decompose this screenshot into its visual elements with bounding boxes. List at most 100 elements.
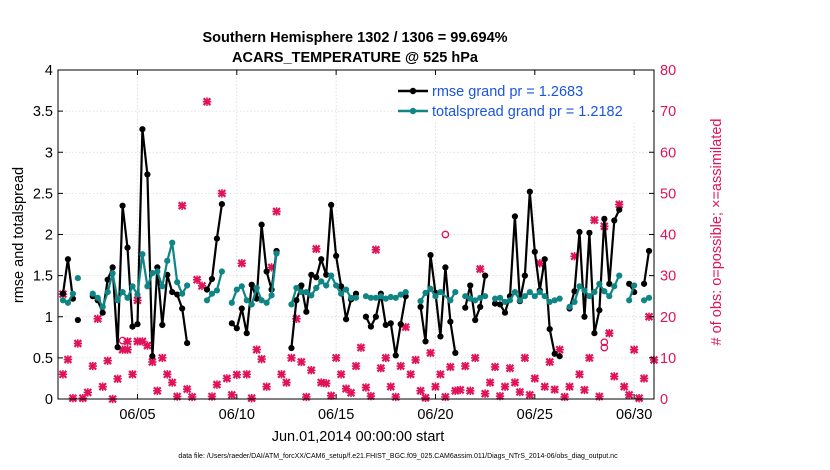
totalspread-point xyxy=(74,274,81,282)
assimilated-obs-marker xyxy=(158,353,167,363)
assimilated-obs-marker xyxy=(93,314,102,324)
rmse-point xyxy=(203,286,211,293)
totalspread-point xyxy=(551,297,558,304)
totalspread-point xyxy=(626,297,633,304)
assimilated-obs-marker xyxy=(466,386,475,395)
totalspread-point xyxy=(472,297,479,304)
totalspread-point xyxy=(342,286,350,293)
rmse-point xyxy=(179,305,186,312)
totalspread-point xyxy=(328,272,335,279)
totalspread-point xyxy=(169,239,176,246)
assimilated-obs-marker xyxy=(63,355,73,364)
x-tick-label: 06/05 xyxy=(119,407,155,423)
assimilated-obs-marker xyxy=(247,393,256,403)
rmse-point xyxy=(511,213,519,220)
totalspread-point xyxy=(367,294,374,301)
totalspread-point xyxy=(268,292,275,299)
totalspread-point xyxy=(208,290,216,297)
possible-obs-marker xyxy=(441,230,450,239)
totalspread-point xyxy=(263,299,270,306)
rmse-point xyxy=(362,313,370,320)
rmse-point xyxy=(213,235,221,242)
totalspread-point xyxy=(164,257,171,264)
rmse-point xyxy=(591,330,598,337)
totalspread-point xyxy=(347,294,355,301)
rmse-point xyxy=(109,264,116,271)
rmse-point xyxy=(248,281,255,288)
rmse-point xyxy=(134,321,141,328)
assimilated-obs-marker xyxy=(58,370,68,379)
x-tick-label: 06/10 xyxy=(219,407,255,423)
rmse-point xyxy=(437,333,444,340)
totalspread-point xyxy=(437,288,444,296)
assimilated-obs-marker xyxy=(148,357,157,367)
assimilated-obs-marker xyxy=(565,382,574,391)
totalspread-point xyxy=(218,268,225,275)
totalspread-point xyxy=(491,295,499,302)
totalspread-point xyxy=(462,293,469,300)
legend-spread-marker xyxy=(409,107,417,115)
totalspread-point xyxy=(109,270,116,277)
x-tick-label: 06/20 xyxy=(417,407,453,423)
totalspread-point xyxy=(144,283,151,290)
rmse-point xyxy=(521,272,528,279)
totalspread-point xyxy=(516,297,524,304)
rmse-point xyxy=(576,228,583,236)
totalspread-point xyxy=(298,288,305,296)
y2-tick-label: 0 xyxy=(660,392,668,408)
rmse-point xyxy=(477,303,484,310)
totalspread-point xyxy=(531,293,538,300)
totalspread-point xyxy=(288,301,295,308)
totalspread-point xyxy=(149,270,156,277)
totalspread-point xyxy=(293,284,300,292)
totalspread-point xyxy=(596,280,603,287)
rmse-point xyxy=(298,282,305,289)
rmse-point xyxy=(323,271,330,278)
totalspread-point xyxy=(631,282,638,289)
y2-axis-label: # of obs: o=possible; ×=assimilated xyxy=(709,119,725,346)
totalspread-point xyxy=(382,295,389,302)
assimilated-obs-marker xyxy=(590,215,599,225)
assimilated-obs-marker xyxy=(475,264,485,274)
assimilated-obs-marker xyxy=(262,382,271,391)
totalspread-point xyxy=(323,282,330,289)
assimilated-obs-marker xyxy=(371,245,381,254)
rmse-point xyxy=(288,344,295,352)
rmse-point xyxy=(640,280,648,287)
totalspread-point xyxy=(333,282,340,289)
totalspread-point xyxy=(496,294,504,301)
rmse-point xyxy=(606,280,613,287)
rmse-point xyxy=(482,272,489,279)
legend-spread-label: totalspread grand pr = 1.2182 xyxy=(432,104,623,120)
assimilated-obs-marker xyxy=(436,370,445,379)
rmse-point xyxy=(293,297,300,304)
totalspread-point xyxy=(258,297,265,304)
totalspread-point xyxy=(114,297,121,304)
assimilated-obs-marker xyxy=(505,363,515,373)
assimilated-obs-marker xyxy=(610,372,619,381)
rmse-point xyxy=(233,325,240,332)
assimilated-obs-marker xyxy=(480,389,490,398)
rmse-point xyxy=(422,338,429,345)
legend-rmse-label: rmse grand pr = 1.2683 xyxy=(432,84,583,100)
totalspread-point xyxy=(566,303,573,310)
rmse-point xyxy=(596,307,603,314)
assimilated-obs-marker xyxy=(381,353,390,363)
possible-obs-marker xyxy=(600,338,609,347)
assimilated-obs-marker xyxy=(361,383,371,392)
assimilated-obs-marker xyxy=(73,339,83,348)
rmse-point xyxy=(338,283,345,290)
assimilated-obs-marker xyxy=(217,189,227,198)
totalspread-point xyxy=(536,288,543,296)
assimilated-obs-marker xyxy=(426,348,435,358)
assimilated-obs-marker xyxy=(113,374,122,384)
rmse-point xyxy=(427,251,434,259)
assimilated-obs-marker xyxy=(88,361,97,371)
rmse-point xyxy=(318,256,325,263)
assimilated-obs-marker xyxy=(471,353,480,363)
legend-box xyxy=(395,80,652,122)
rmse-point xyxy=(586,229,593,236)
assimilated-obs-marker xyxy=(540,382,549,391)
totalspread-point xyxy=(482,293,489,300)
